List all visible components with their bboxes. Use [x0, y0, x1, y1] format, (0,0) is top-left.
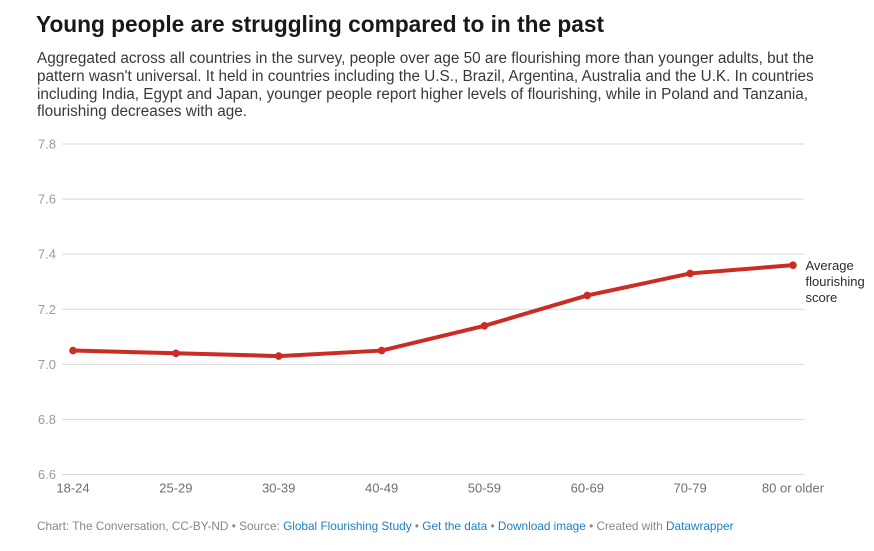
svg-text:40-49: 40-49: [365, 481, 398, 496]
svg-text:50-59: 50-59: [468, 481, 501, 496]
svg-text:flourishing: flourishing: [806, 274, 865, 289]
svg-text:70-79: 70-79: [673, 481, 706, 496]
svg-text:score: score: [806, 290, 838, 305]
svg-text:6.8: 6.8: [38, 412, 56, 427]
svg-text:60-69: 60-69: [571, 481, 604, 496]
svg-text:7.8: 7.8: [38, 137, 56, 152]
svg-text:30-39: 30-39: [262, 481, 295, 496]
svg-text:7.0: 7.0: [38, 357, 56, 372]
svg-text:7.6: 7.6: [38, 192, 56, 207]
svg-text:7.2: 7.2: [38, 302, 56, 317]
svg-text:25-29: 25-29: [159, 481, 192, 496]
svg-text:6.6: 6.6: [38, 467, 56, 482]
svg-text:18-24: 18-24: [56, 481, 89, 496]
svg-text:Average: Average: [806, 258, 854, 273]
svg-text:7.4: 7.4: [38, 247, 56, 262]
svg-text:80 or older: 80 or older: [762, 481, 825, 496]
